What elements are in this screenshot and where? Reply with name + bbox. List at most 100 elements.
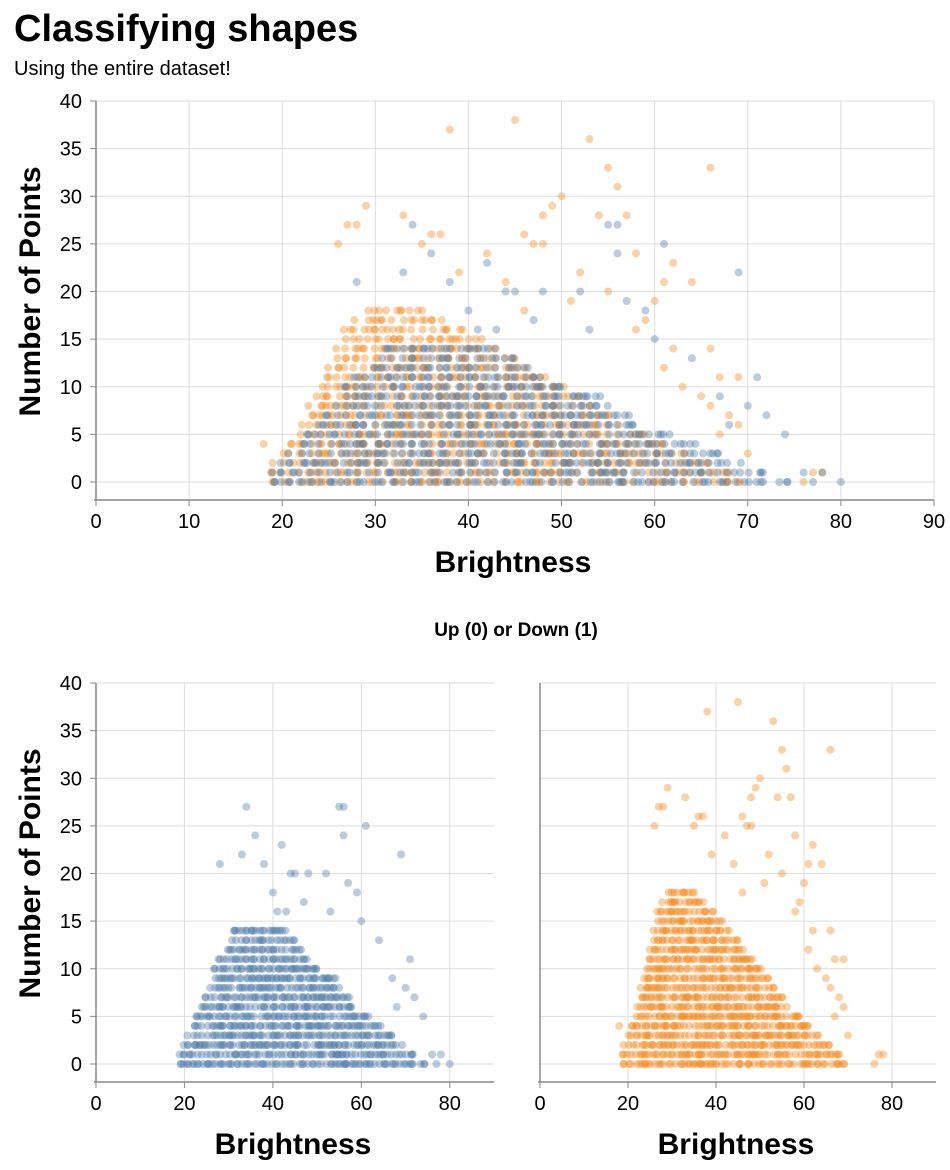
data-point-down <box>701 907 710 916</box>
data-point-down <box>677 449 686 458</box>
data-point-down <box>711 983 720 992</box>
x-axis-title: Brightness <box>215 1128 372 1161</box>
data-point-up <box>203 1021 212 1030</box>
data-point-down <box>349 420 358 429</box>
data-point-down <box>640 1002 649 1011</box>
data-point-down <box>715 917 724 926</box>
data-point-down <box>682 1002 691 1011</box>
data-point-down <box>538 401 547 410</box>
data-point-down <box>314 411 323 420</box>
data-point-down <box>573 420 582 429</box>
data-point-down <box>347 420 356 429</box>
data-point-up <box>649 478 658 486</box>
data-point-up <box>447 458 456 467</box>
data-point-up <box>258 936 267 945</box>
data-point-up <box>533 439 542 448</box>
data-point-down <box>605 411 614 420</box>
data-point-up <box>461 354 470 363</box>
data-point-down <box>568 430 577 439</box>
data-point-up <box>206 1050 215 1059</box>
data-point-up <box>428 344 437 353</box>
data-point-down <box>433 401 442 410</box>
data-point-down <box>604 458 612 467</box>
data-point-up <box>386 468 395 477</box>
data-point-up <box>365 1041 374 1049</box>
data-point-down <box>693 993 702 1002</box>
data-point-down <box>454 401 463 410</box>
data-point-down <box>555 478 564 486</box>
data-point-down <box>789 1031 798 1040</box>
data-point-up <box>309 983 318 992</box>
data-point-up <box>318 974 327 983</box>
data-point-down <box>397 392 406 401</box>
data-point-down <box>778 745 786 754</box>
data-point-up <box>465 373 474 382</box>
data-point-up <box>345 468 354 477</box>
data-point-down <box>736 974 745 983</box>
data-point-down <box>664 1041 673 1049</box>
data-point-up <box>383 1041 392 1049</box>
data-point-up <box>396 439 405 448</box>
data-point-down <box>323 373 331 382</box>
data-point-down <box>659 1031 668 1040</box>
data-point-down <box>699 936 708 945</box>
data-point-up <box>434 382 443 391</box>
data-point-up <box>313 1002 322 1011</box>
data-point-down <box>475 411 484 420</box>
data-point-down <box>322 392 331 401</box>
data-point-down <box>434 354 443 363</box>
data-point-up <box>407 420 416 429</box>
data-point-up <box>366 1050 375 1059</box>
data-point-down <box>679 478 688 486</box>
data-point-down <box>642 1021 651 1030</box>
data-point-down <box>680 888 689 897</box>
data-point-down <box>653 468 662 477</box>
data-point-up <box>410 401 419 410</box>
data-point-up <box>509 354 518 363</box>
data-point-down <box>812 1031 821 1040</box>
data-point-up <box>661 449 670 458</box>
data-point-up <box>484 420 492 429</box>
data-point-up <box>246 1012 255 1021</box>
data-point-down <box>726 1012 734 1021</box>
data-point-up <box>481 392 490 401</box>
data-point-up <box>276 926 284 935</box>
data-point-up <box>260 926 269 935</box>
data-point-down <box>787 1041 796 1049</box>
data-point-down <box>557 411 566 420</box>
data-point-down <box>336 392 344 401</box>
data-point-down <box>512 420 521 429</box>
data-point-up <box>232 1050 241 1059</box>
data-point-up <box>289 936 298 945</box>
data-point-down <box>435 363 444 372</box>
data-point-up <box>314 1050 323 1059</box>
data-point-down <box>664 1060 673 1068</box>
data-point-up <box>572 411 581 420</box>
data-point-down <box>390 468 399 477</box>
data-point-down <box>680 974 689 983</box>
data-point-down <box>533 468 542 477</box>
data-point-up <box>397 1050 406 1059</box>
data-point-down <box>361 392 370 401</box>
data-point-up <box>387 1050 396 1059</box>
data-point-up <box>286 1050 295 1059</box>
data-point-up <box>335 1041 344 1049</box>
data-point-up <box>286 1031 295 1040</box>
data-point-down <box>352 439 360 448</box>
data-point-down <box>388 449 397 458</box>
data-point-down <box>684 926 693 935</box>
data-point-up <box>316 983 325 992</box>
data-point-down <box>513 478 522 486</box>
data-point-up <box>502 373 511 382</box>
data-point-down <box>441 325 450 334</box>
data-point-down <box>658 439 667 448</box>
data-point-down <box>720 1050 729 1059</box>
data-point-down <box>360 354 369 363</box>
data-point-down <box>685 1012 694 1021</box>
data-point-down <box>668 917 677 926</box>
data-point-down <box>644 974 653 983</box>
data-point-up <box>613 220 622 229</box>
data-point-up <box>255 945 264 954</box>
data-point-up <box>246 1041 255 1049</box>
data-point-down <box>662 926 671 935</box>
